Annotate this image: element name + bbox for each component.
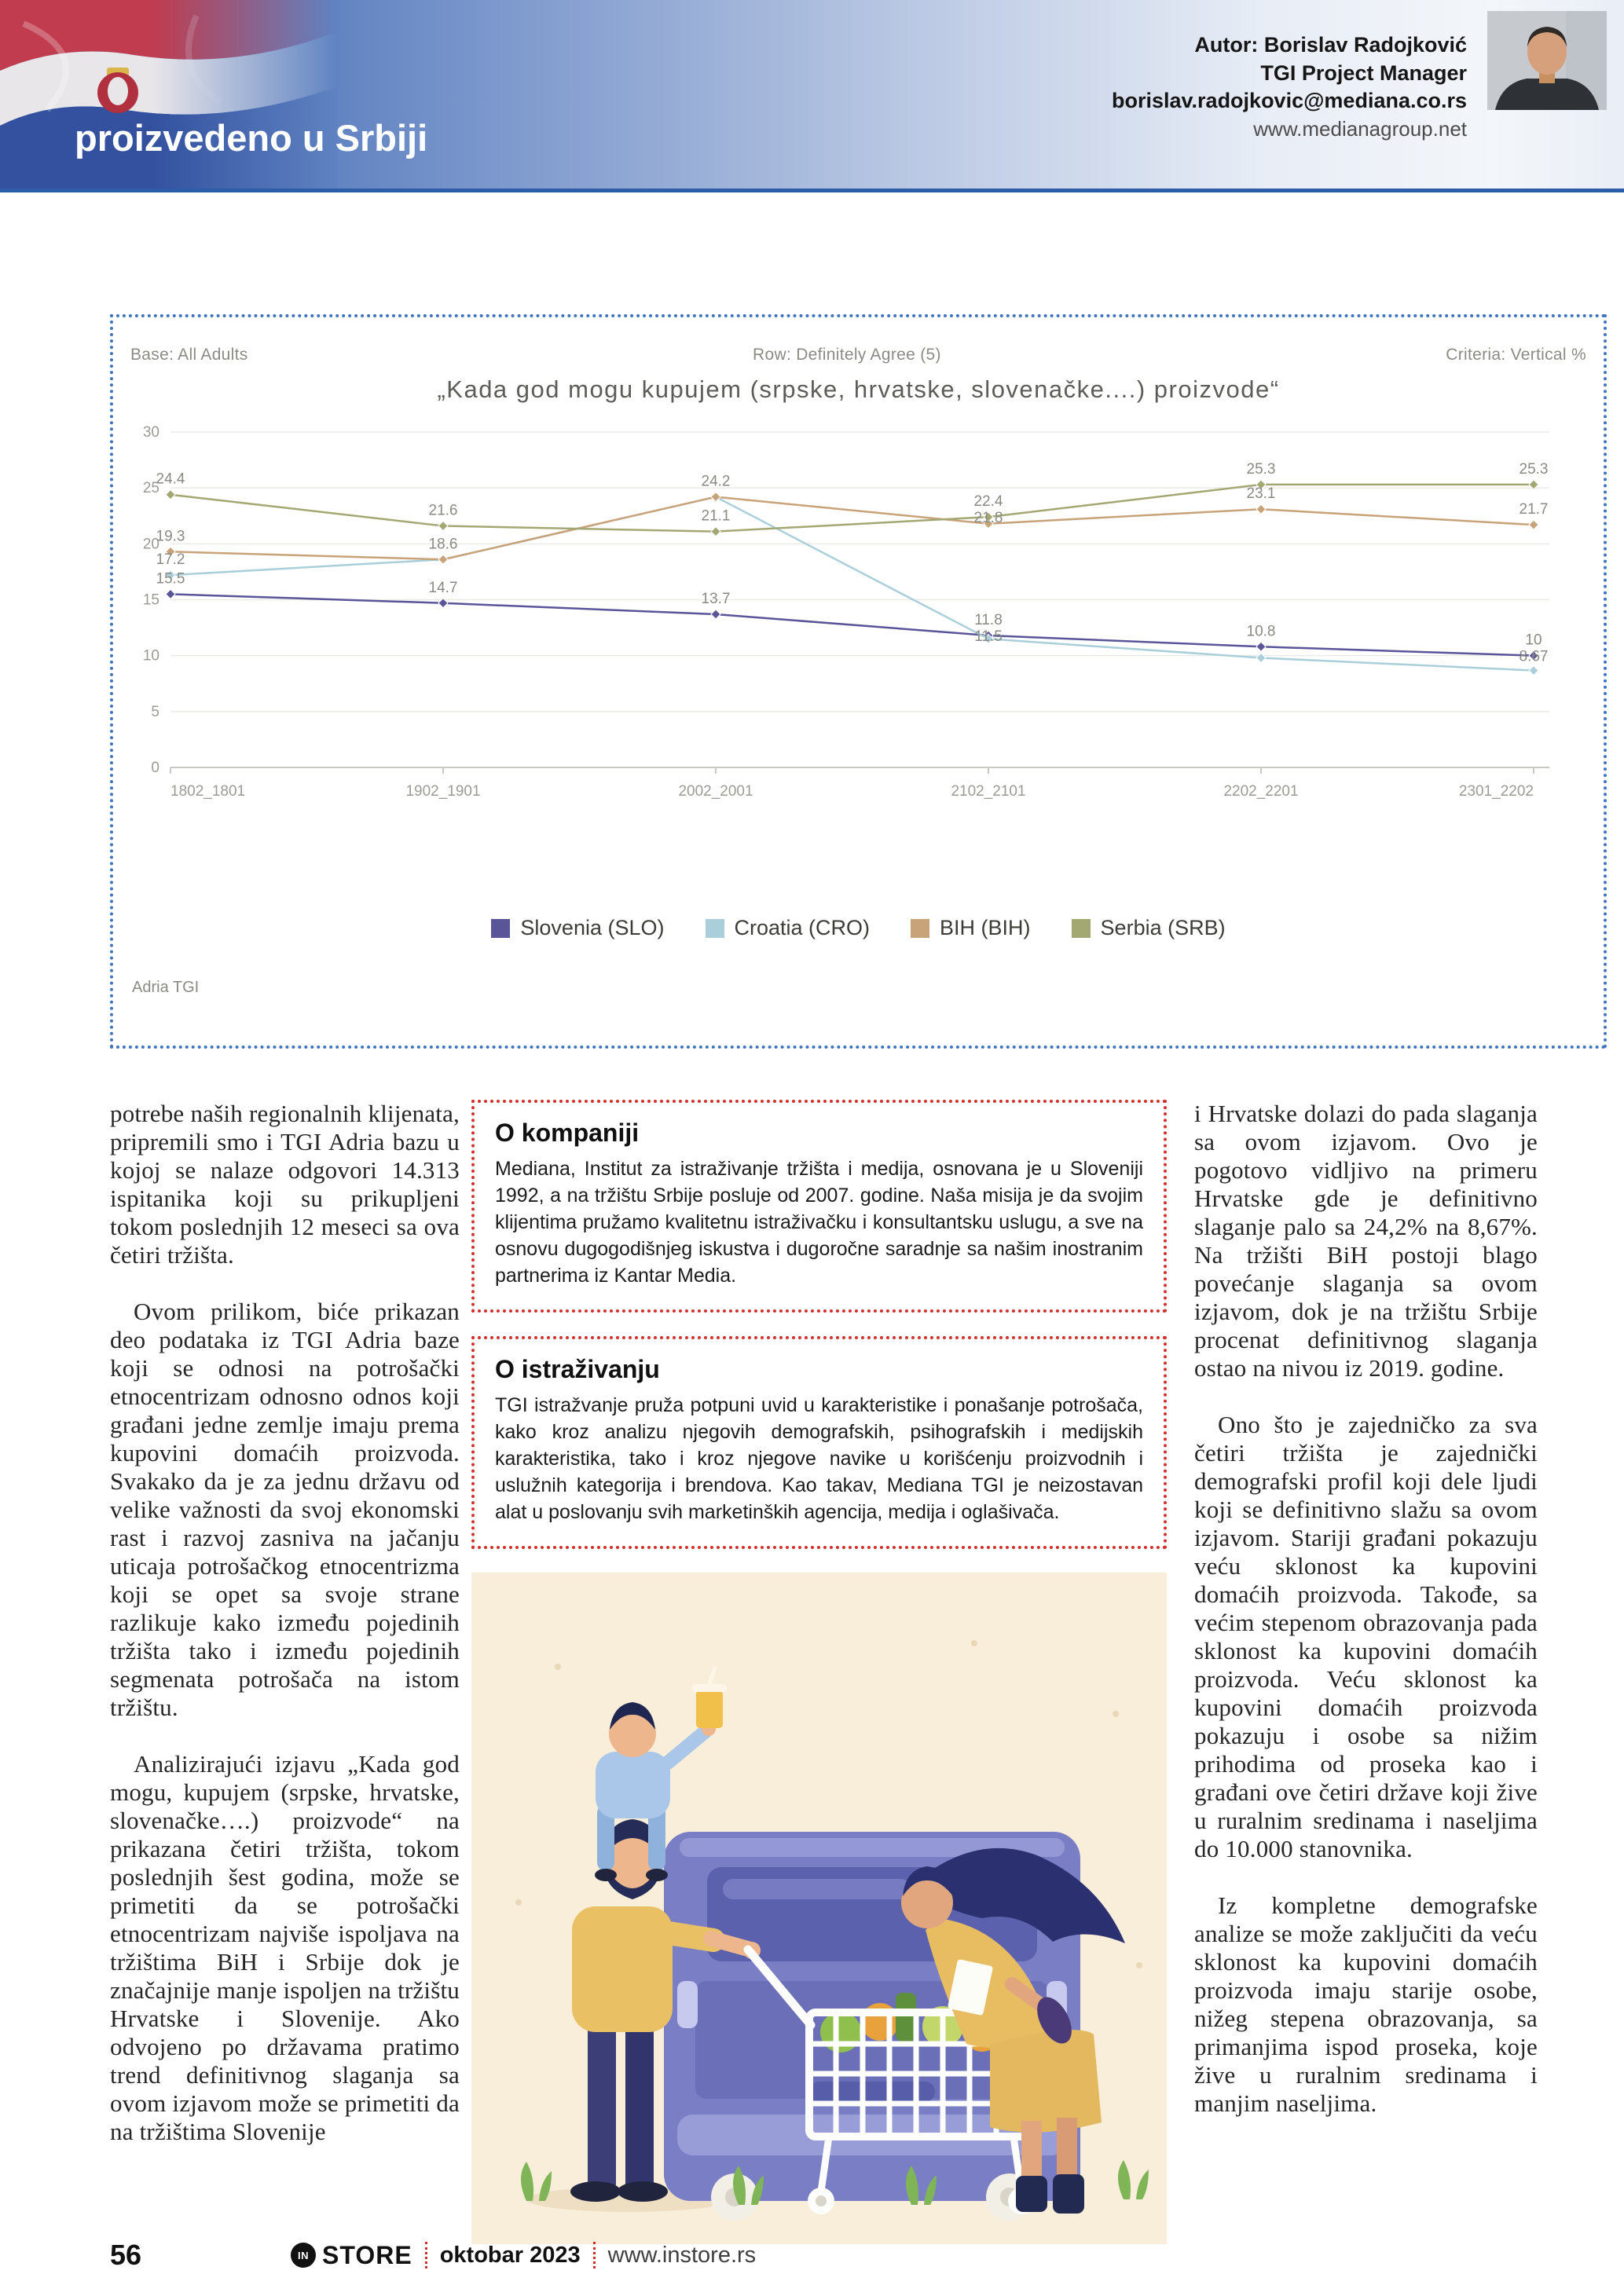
legend-item: Slovenia (SLO) (491, 916, 665, 940)
svg-text:18.6: 18.6 (429, 536, 458, 552)
chart-base-label: Base: All Adults (130, 346, 248, 364)
article-paragraph: potrebe naših regionalnih klijenata, pri… (110, 1100, 460, 1269)
chart-title: „Kada god mogu kupujem (srpske, hrvatske… (437, 375, 1280, 403)
svg-text:11.5: 11.5 (974, 628, 1003, 645)
legend-item: BIH (BIH) (911, 916, 1031, 940)
instore-logo-icon: IN (291, 2243, 317, 2268)
svg-text:25: 25 (143, 480, 159, 496)
svg-text:1902_1901: 1902_1901 (405, 783, 480, 800)
article-paragraph: Analizirajući izjavu „Kada god mogu, kup… (110, 1750, 460, 2145)
svg-text:2202_2201: 2202_2201 (1223, 783, 1298, 800)
research-infobox: O istraživanju TGI istražvanje pruža pot… (471, 1336, 1167, 1549)
author-email: borislav.radojkovic@mediana.co.rs (1112, 89, 1467, 113)
svg-text:5: 5 (151, 704, 159, 720)
svg-text:21.6: 21.6 (429, 503, 458, 519)
infobox-body: Mediana, Institut za istraživanje tržišt… (495, 1158, 1143, 1287)
trend-chart: 0 5 10 15 20 25 30 1802_1801 1902_1901 2002_2001 2… (143, 424, 1549, 800)
legend-item: Croatia (CRO) (705, 916, 871, 940)
company-infobox: O kompaniji Mediana, Institut za istraži… (471, 1100, 1167, 1313)
legend-swatch (491, 918, 511, 938)
chart-panel: Base: All Adults Row: Definitely Agree (… (110, 314, 1607, 1049)
svg-text:20: 20 (143, 536, 159, 552)
article-paragraph: Ono što je zajedničko za sva četiri trži… (1194, 1411, 1538, 1862)
series-Slovenia (SLO) (165, 588, 1539, 661)
svg-text:15: 15 (143, 592, 159, 609)
chart-criteria-label: Criteria: Vertical % (1446, 346, 1586, 364)
infobox-title: O istraživanju (495, 1355, 660, 1383)
author-role: TGI Project Manager (1260, 60, 1467, 85)
author-name: Autor: Borislav Radojković (1194, 33, 1467, 57)
legend-swatch (1071, 918, 1091, 938)
legend-label: Serbia (SRB) (1100, 916, 1226, 939)
legend-swatch (911, 918, 930, 938)
chart-row-label: Row: Definitely Agree (5) (753, 346, 941, 364)
svg-text:21.7: 21.7 (1520, 501, 1549, 518)
svg-text:10: 10 (143, 648, 159, 665)
chart-grid: 0 5 10 15 20 25 30 1802_1801 1902_1901 2002_2001 2… (143, 424, 1549, 800)
svg-text:21.1: 21.1 (702, 508, 731, 525)
svg-text:10.8: 10.8 (1247, 623, 1276, 639)
svg-text:2102_2101: 2102_2101 (951, 783, 1025, 800)
legend-label: Slovenia (SLO) (520, 916, 665, 939)
instore-logo-store: STORE (322, 2240, 412, 2269)
svg-text:19.3: 19.3 (156, 528, 185, 544)
page-title: proizvedeno u Srbiji (75, 117, 428, 159)
svg-text:30: 30 (143, 424, 159, 441)
footer-separator (592, 2242, 596, 2269)
family-shopping-illustration (471, 1573, 1167, 2244)
series-BIH (BIH) (165, 491, 1539, 565)
page-number: 56 (110, 2239, 142, 2271)
infobox-title: O kompaniji (495, 1119, 640, 1147)
series-Croatia (CRO) (165, 491, 1539, 676)
chart-data-labels: 24.4 19.3 17.2 15.5 21.6 18.6 14.7 24.2 21.1 13.7… (156, 461, 1549, 665)
instore-logo: IN STORE (291, 2241, 412, 2270)
article-column-right: i Hrvatske dolazi do pada slaganja sa ov… (1194, 1100, 1538, 2146)
infobox-body: TGI istražvanje pruža potpuni uvid u kar… (495, 1394, 1143, 1523)
svg-text:13.7: 13.7 (702, 591, 731, 607)
chart-source: Adria TGI (132, 979, 200, 996)
footer-website: www.instore.rs (607, 2242, 757, 2268)
svg-text:23.1: 23.1 (1247, 485, 1276, 502)
svg-text:15.5: 15.5 (156, 570, 185, 587)
page-footer: 56 IN STORE oktobar 2023 www.instore.rs (110, 2239, 756, 2272)
svg-text:2301_2202: 2301_2202 (1459, 783, 1534, 800)
serbian-flag-image (0, 0, 338, 189)
author-block: Autor: Borislav Radojković TGI Project M… (1112, 31, 1467, 142)
svg-text:2002_2001: 2002_2001 (678, 783, 753, 800)
page-header: proizvedeno u Srbiji Autor: Borislav Rad… (0, 0, 1624, 192)
legend-item: Serbia (SRB) (1071, 916, 1226, 940)
instore-logo-in: IN (298, 2249, 310, 2261)
author-website: www.medianagroup.net (1253, 116, 1467, 141)
author-photo-image (1487, 11, 1607, 110)
svg-text:22.4: 22.4 (974, 493, 1003, 510)
article-column-left: potrebe naših regionalnih klijenata, pri… (110, 1100, 460, 2174)
svg-text:24.4: 24.4 (156, 471, 185, 488)
legend-label: Croatia (CRO) (734, 916, 871, 939)
legend-swatch (705, 918, 724, 938)
footer-separator (424, 2242, 427, 2269)
svg-text:14.7: 14.7 (429, 580, 458, 596)
article-paragraph: i Hrvatske dolazi do pada slaganja sa ov… (1194, 1100, 1538, 1382)
series-Serbia (SRB) (165, 479, 1539, 537)
author-photo (1487, 11, 1607, 110)
svg-text:10: 10 (1525, 632, 1542, 649)
svg-text:17.2: 17.2 (156, 551, 185, 568)
article-paragraph: Ovom prilikom, biće prikazan deo podatak… (110, 1298, 460, 1721)
svg-text:25.3: 25.3 (1247, 461, 1276, 478)
svg-text:24.2: 24.2 (702, 474, 731, 490)
article-paragraph: Iz kompletne demografske analize se može… (1194, 1891, 1538, 2117)
svg-text:8.67: 8.67 (1520, 649, 1549, 665)
article-column-middle: O kompaniji Mediana, Institut za istraži… (471, 1100, 1167, 2244)
legend-label: BIH (BIH) (940, 916, 1031, 939)
svg-text:25.3: 25.3 (1520, 461, 1549, 478)
svg-text:0: 0 (151, 760, 159, 776)
svg-text:21.8: 21.8 (974, 510, 1003, 526)
chart-meta-row: Base: All Adults Row: Definitely Agree (… (130, 346, 1586, 364)
svg-text:1802_1801: 1802_1801 (170, 783, 245, 800)
chart-legend: Slovenia (SLO) Croatia (CRO) BIH (BIH) Serb… (113, 916, 1604, 940)
svg-text:11.8: 11.8 (974, 612, 1003, 628)
issue-date: oktobar 2023 (439, 2242, 581, 2268)
